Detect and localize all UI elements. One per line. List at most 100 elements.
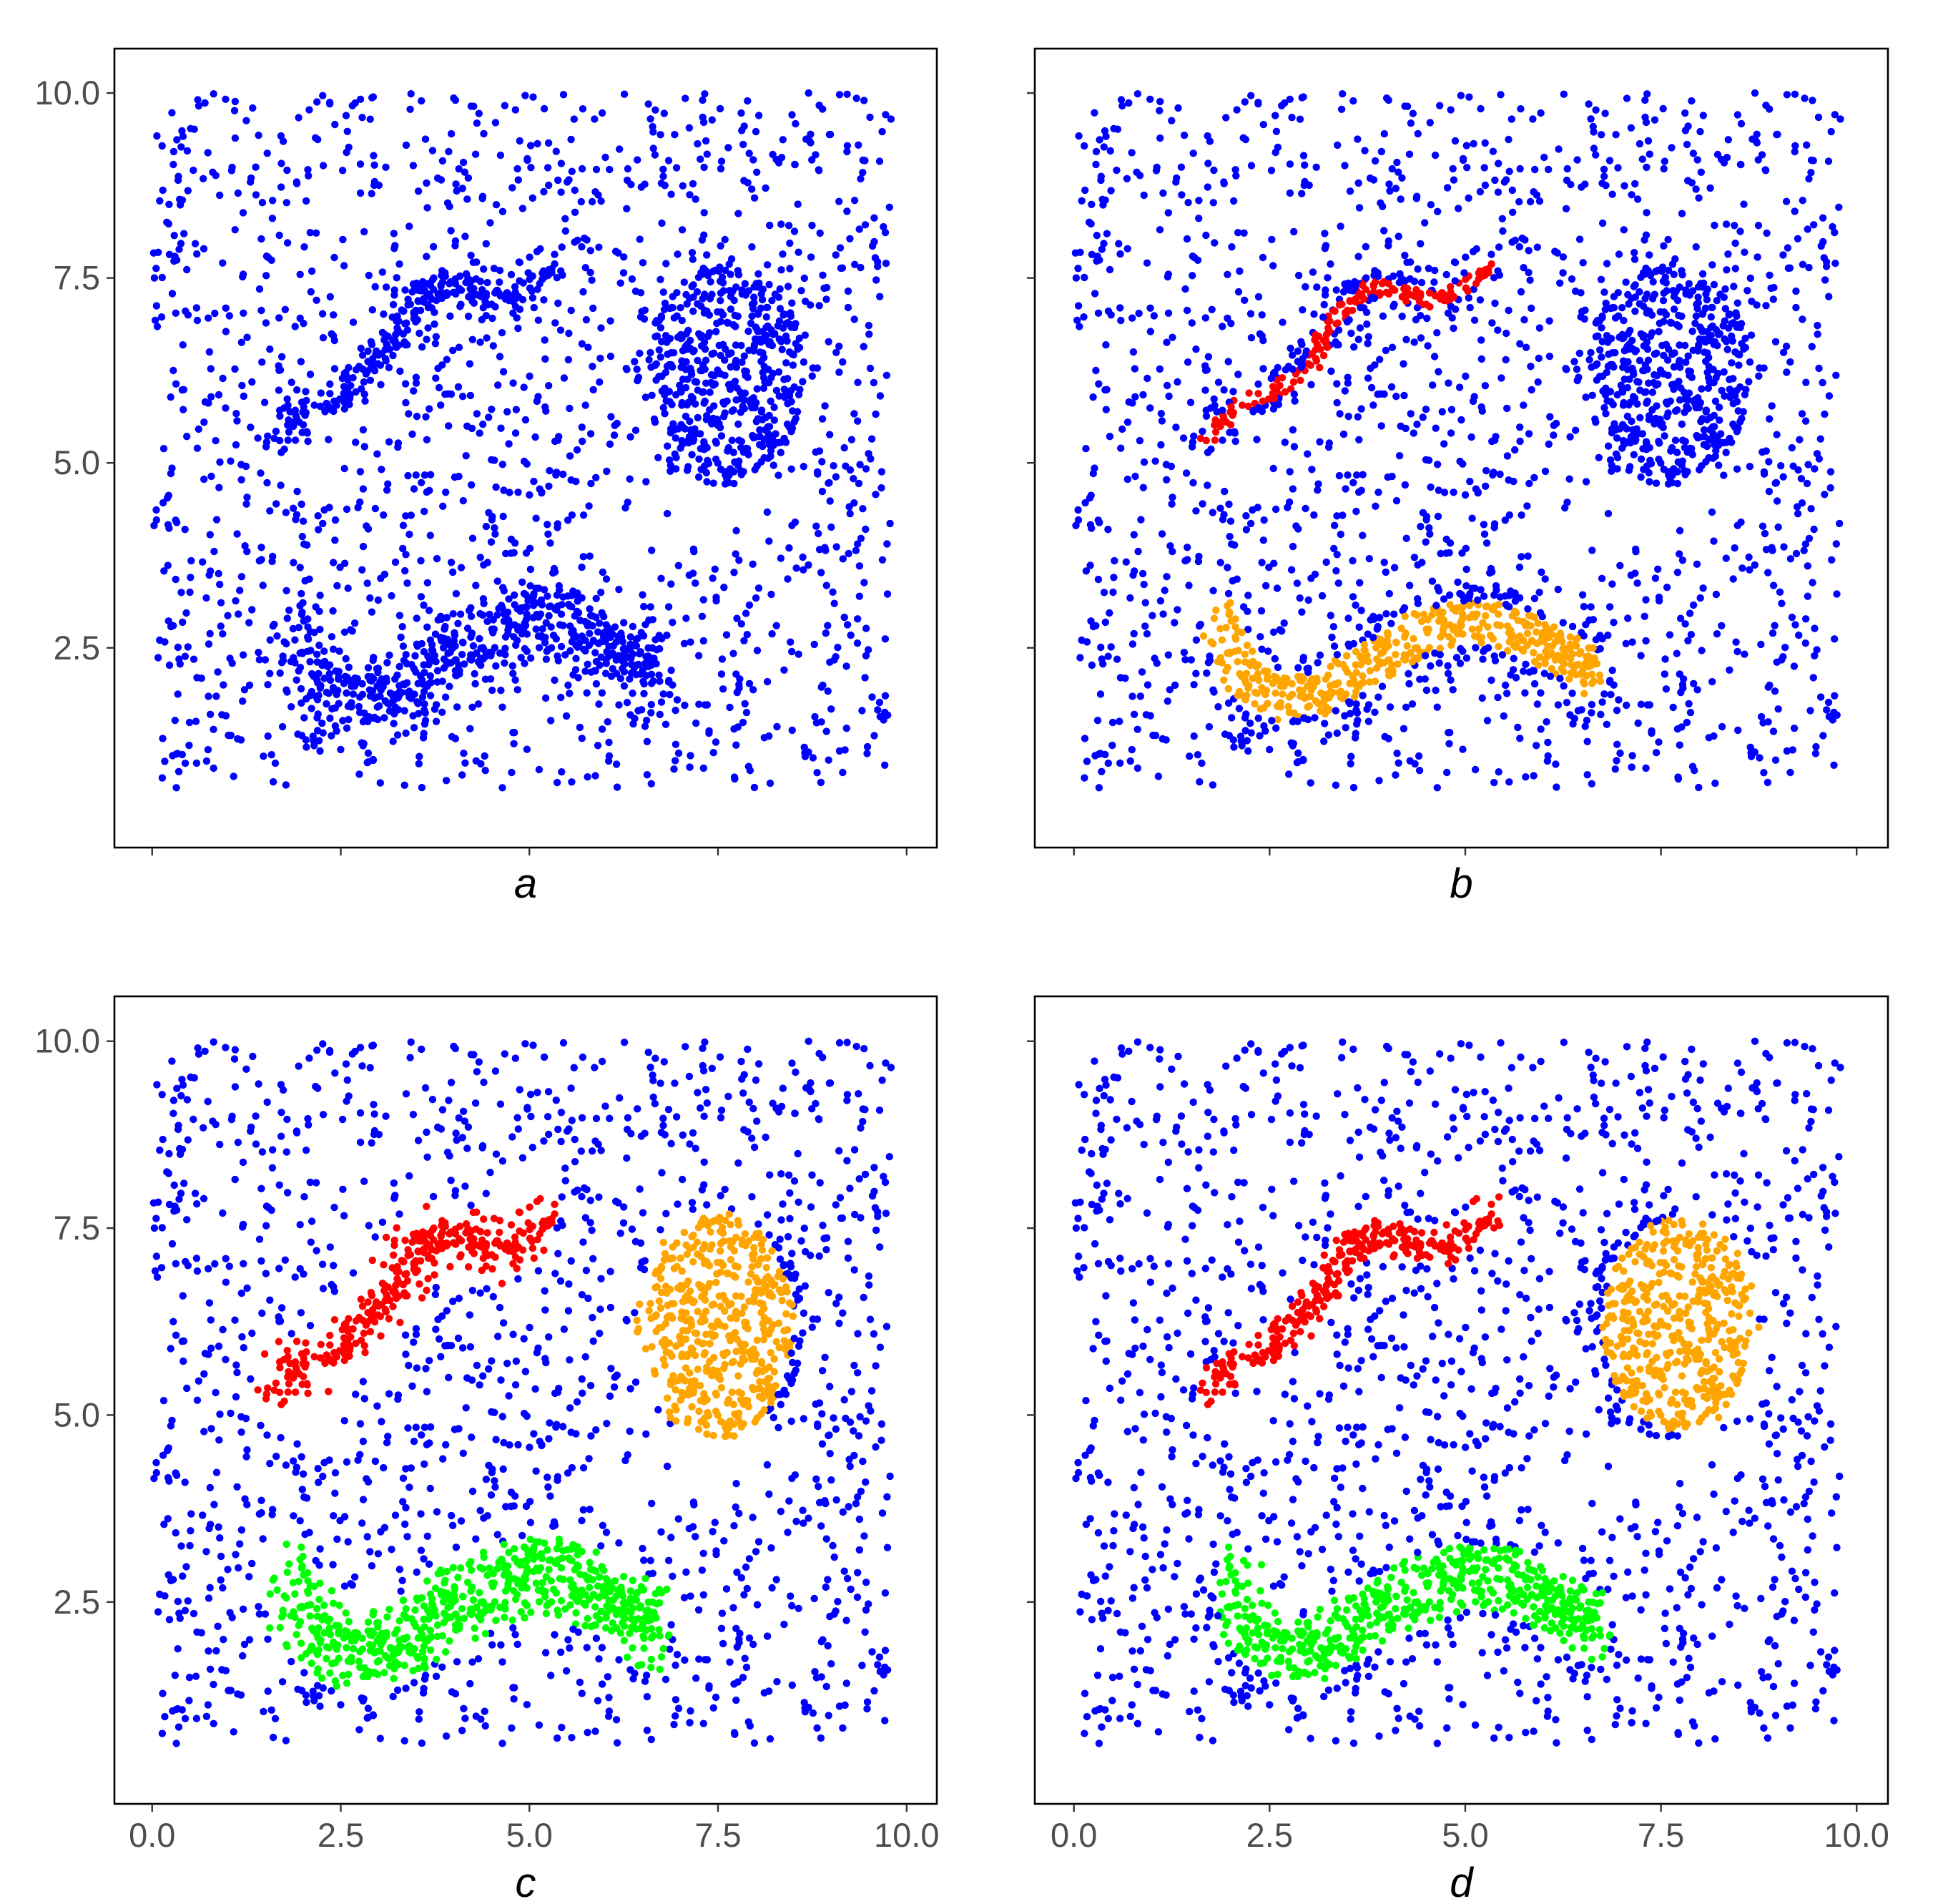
- data-point: [1692, 243, 1700, 251]
- data-point: [1088, 200, 1096, 208]
- data-point: [345, 401, 353, 408]
- data-point: [1595, 453, 1603, 461]
- data-point: [1227, 320, 1235, 328]
- data-point: [619, 269, 628, 277]
- data-point: [572, 633, 580, 641]
- data-point: [1392, 771, 1400, 779]
- data-point: [227, 731, 235, 740]
- data-point: [863, 742, 872, 751]
- data-point: [700, 338, 709, 346]
- data-point: [239, 697, 247, 705]
- data-point: [404, 471, 412, 480]
- data-point: [1676, 550, 1683, 558]
- data-point: [455, 661, 463, 669]
- data-point: [200, 245, 208, 252]
- data-point: [300, 714, 308, 722]
- data-point: [542, 655, 551, 663]
- data-point: [455, 343, 463, 351]
- data-point: [1334, 141, 1342, 149]
- data-point: [1791, 147, 1799, 156]
- data-point: [1462, 372, 1470, 381]
- data-point: [594, 742, 602, 750]
- data-point: [1335, 471, 1344, 480]
- data-point: [199, 558, 207, 566]
- data-point: [722, 631, 731, 639]
- data-point: [797, 287, 805, 295]
- data-point: [1745, 553, 1753, 561]
- data-point: [789, 361, 797, 369]
- data-point: [1076, 248, 1084, 256]
- data-point: [260, 398, 269, 406]
- data-point: [368, 306, 376, 314]
- data-point: [219, 374, 227, 383]
- data-point: [777, 220, 785, 228]
- data-point: [1128, 314, 1136, 322]
- data-point: [643, 653, 651, 661]
- data-point: [1347, 752, 1355, 760]
- data-point: [1623, 94, 1631, 102]
- data-point: [1780, 543, 1788, 551]
- data-point: [333, 690, 340, 699]
- data-point: [748, 312, 756, 320]
- data-point: [408, 693, 416, 701]
- data-point: [732, 550, 739, 558]
- data-point: [875, 698, 884, 707]
- data-point: [1540, 153, 1548, 162]
- data-point: [1365, 554, 1374, 563]
- data-point: [862, 624, 870, 632]
- data-point: [1668, 479, 1676, 486]
- data-point: [699, 764, 707, 772]
- data-point: [772, 622, 780, 629]
- data-point: [1261, 581, 1270, 590]
- data-point: [315, 642, 323, 649]
- data-point: [1181, 656, 1189, 664]
- data-point: [1472, 280, 1480, 288]
- data-point: [1447, 295, 1455, 303]
- data-point: [532, 514, 540, 522]
- data-point: [1707, 323, 1715, 331]
- data-point: [602, 621, 610, 629]
- data-point: [1227, 540, 1236, 548]
- data-point: [1648, 729, 1656, 737]
- data-point: [1118, 425, 1126, 433]
- data-point: [1091, 464, 1098, 472]
- data-point: [461, 759, 469, 767]
- data-point: [1137, 516, 1145, 524]
- data-point: [777, 338, 785, 345]
- data-point: [561, 215, 569, 222]
- data-point: [1700, 426, 1708, 434]
- data-point: [557, 188, 565, 196]
- data-point: [1544, 738, 1552, 747]
- data-point: [719, 340, 727, 348]
- data-point: [1449, 686, 1457, 694]
- data-point: [1533, 243, 1541, 251]
- data-point: [1560, 90, 1568, 98]
- data-point: [733, 688, 742, 697]
- data-point: [1357, 486, 1365, 494]
- data-point: [1739, 408, 1747, 416]
- data-point: [1746, 274, 1754, 283]
- data-point: [691, 400, 699, 408]
- data-point: [579, 511, 588, 519]
- data-point: [687, 752, 694, 760]
- data-point: [1073, 316, 1081, 324]
- data-point: [399, 521, 408, 529]
- data-point: [727, 305, 735, 313]
- data-point: [423, 252, 431, 260]
- data-point: [325, 99, 334, 107]
- data-point: [1097, 176, 1105, 185]
- data-point: [645, 355, 653, 364]
- data-point: [1516, 165, 1524, 173]
- data-point: [523, 610, 531, 618]
- data-point: [703, 308, 711, 315]
- data-point: [1450, 324, 1457, 333]
- data-point: [535, 644, 543, 652]
- data-point: [1196, 777, 1204, 786]
- data-point: [1623, 701, 1630, 710]
- data-point: [277, 448, 285, 456]
- data-point: [1183, 235, 1191, 243]
- data-point: [1136, 692, 1145, 700]
- data-point: [269, 552, 277, 561]
- data-point: [1698, 647, 1706, 654]
- data-point: [1639, 366, 1647, 375]
